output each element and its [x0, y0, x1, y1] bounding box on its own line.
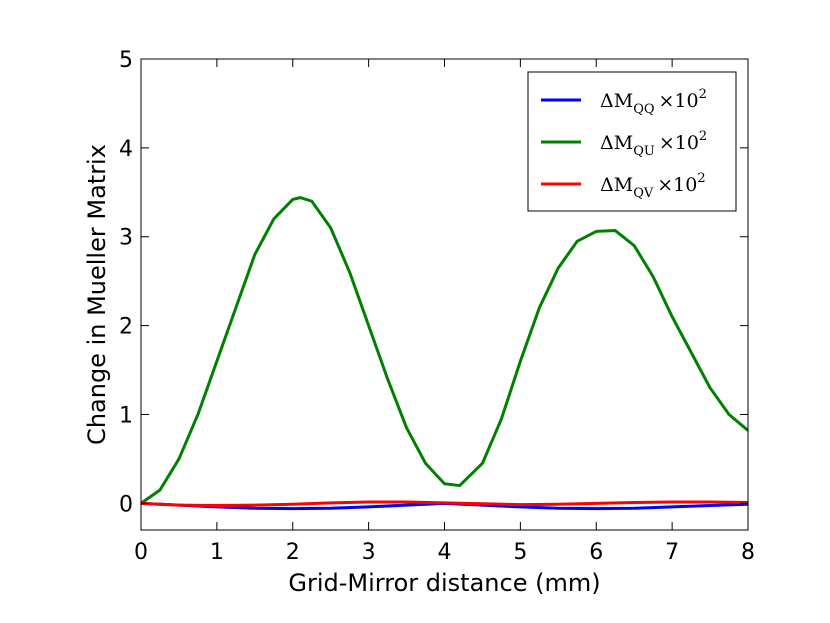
y-tick-label: 3	[119, 226, 133, 251]
y-tick-label: 0	[119, 492, 133, 517]
y-tick-label: 2	[119, 315, 133, 340]
series-line-qu	[141, 196, 748, 505]
series-line-qv	[141, 500, 748, 508]
legend-label-qv: ΔMQV ×102	[600, 171, 706, 201]
x-tick-label: 4	[438, 540, 452, 565]
legend: ΔMQQ ×102 ΔMQU ×102 ΔMQV ×102	[527, 71, 737, 212]
axes-layer: 0 1 2 3 4 5 6 7 8 0 1 2 3 4 5	[119, 48, 755, 565]
x-tick-label: 0	[134, 540, 148, 565]
x-tick-label: 3	[362, 540, 376, 565]
x-tick-label: 5	[513, 540, 527, 565]
y-axis-title: Change in Mueller Matrix	[83, 144, 111, 445]
x-tick-label: 8	[741, 540, 755, 565]
legend-label-qq: ΔMQQ ×102	[600, 87, 707, 117]
x-tick-label: 7	[665, 540, 679, 565]
series-layer	[141, 196, 748, 511]
x-tick-label: 1	[210, 540, 224, 565]
x-axis-title: Grid-Mirror distance (mm)	[288, 569, 600, 597]
x-tick-label: 2	[286, 540, 300, 565]
x-tick-label: 6	[589, 540, 603, 565]
y-tick-label: 1	[119, 403, 133, 428]
y-tick-label: 4	[119, 137, 133, 162]
legend-label-qu: ΔMQU ×102	[600, 129, 707, 159]
y-tick-label: 5	[119, 48, 133, 73]
